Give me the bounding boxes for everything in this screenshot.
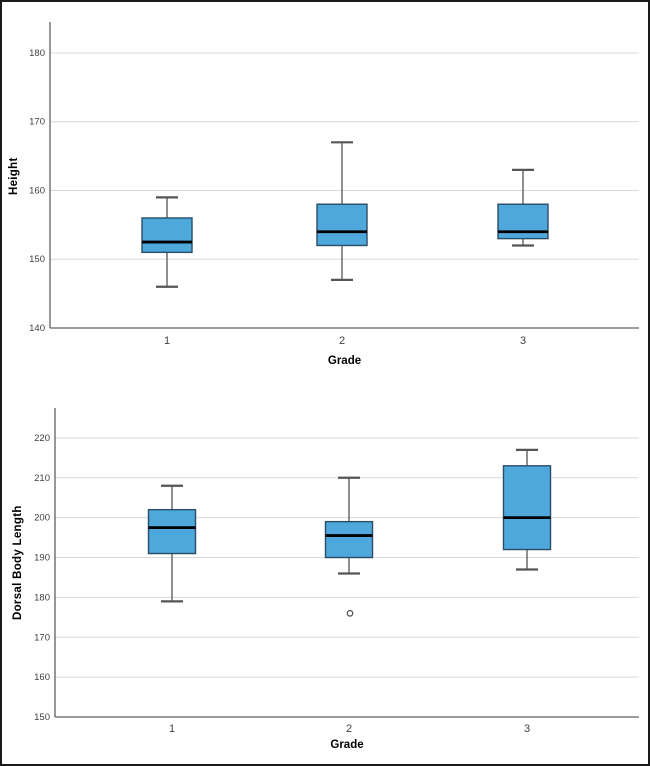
height-boxplot-chart: 140 150 160 170 180 1 2 3 Height Grade [2,2,648,383]
y-tick-label: 140 [29,323,45,334]
box [502,465,552,551]
box [147,508,197,555]
box [324,520,374,559]
dorsal-body-length-boxplot-chart: 150 160 170 180 190 200 210 220 1 2 3 Dorsal Body … [2,383,648,764]
height-boxplot-canvas: 140 150 160 170 180 1 2 3 [29,22,639,347]
y-tick-label: 170 [29,117,45,128]
x-axis-title-grade-top: Grade [327,355,362,367]
y-tick-label: 200 [34,513,50,524]
x-category-label: 3 [524,723,530,735]
y-axis-title-height: Height [8,157,20,195]
y-tick-label: 190 [34,553,50,564]
x-category-label: 1 [164,335,170,347]
y-tick-label: 160 [29,185,45,196]
y-tick-label: 180 [34,592,50,603]
dorsal-body-length-boxplot-canvas: 150 160 170 180 190 200 210 220 1 2 3 [34,408,639,735]
y-tick-label: 210 [34,473,50,484]
x-category-label: 1 [169,723,175,735]
y-tick-label: 150 [29,254,45,265]
y-tick-label: 180 [29,48,45,59]
box [141,217,193,254]
x-category-label: 3 [520,335,526,347]
x-category-label: 2 [346,723,352,735]
y-axis-title-dorsal-body-length: Dorsal Body Length [12,505,24,621]
box [316,203,368,247]
y-tick-label: 170 [34,632,50,643]
x-axis-title-grade-bottom: Grade [330,739,364,751]
box [497,203,549,240]
x-category-label: 2 [339,335,345,347]
y-tick-label: 160 [34,672,50,683]
y-tick-label: 150 [34,712,50,723]
outlier-point [346,609,354,617]
y-tick-label: 220 [34,433,50,444]
